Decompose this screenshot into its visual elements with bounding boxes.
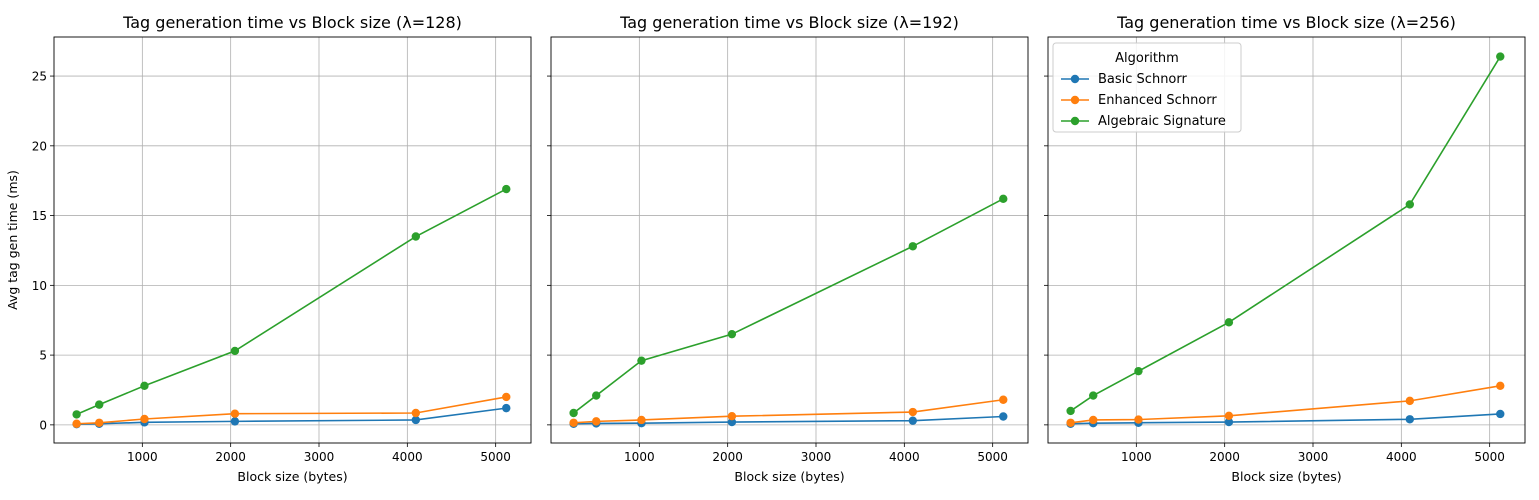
- legend-box: [1052, 42, 1242, 133]
- panel-2-point-enhanced-schnorr: [727, 412, 737, 421]
- panel-1-point-algebraic-signature: [411, 232, 421, 241]
- panel-2-point-enhanced-schnorr: [908, 407, 918, 417]
- panel-3-point-algebraic-signature: [1089, 391, 1098, 400]
- panel-3-x-tick-label: 4000: [1386, 450, 1417, 464]
- panel-3-point-algebraic-signature: [1066, 406, 1075, 416]
- panel-3-point-enhanced-schnorr: [1496, 381, 1505, 390]
- legend-title: Algorithm: [1115, 51, 1179, 66]
- panel-1-point-basic-schnorr: [502, 403, 511, 413]
- panel-2-point-algebraic-signature: [592, 391, 601, 400]
- panel-2-title: Tag generation time vs Block size (λ=192…: [619, 13, 959, 32]
- panel-2-point-algebraic-signature: [637, 356, 646, 365]
- panel-3: Tag generation time vs Block size (λ=256…: [1044, 13, 1526, 484]
- panel-1-point-algebraic-signature: [95, 400, 104, 409]
- panel-3-x-axis-label: Block size (bytes): [1231, 469, 1341, 484]
- panel-1-x-tick-label: 1000: [127, 450, 158, 464]
- panel-2-series-line-algebraic-signature: [573, 198, 1004, 414]
- panel-1-point-enhanced-schnorr: [140, 414, 149, 424]
- panel-1-y-tick-label: 25: [32, 70, 47, 84]
- panel-1-y-tick-label: 15: [32, 209, 47, 223]
- panel-2-x-tick-label: 2000: [712, 450, 743, 464]
- panel-3-point-enhanced-schnorr: [1405, 396, 1415, 406]
- panel-3-point-algebraic-signature: [1134, 366, 1143, 376]
- panel-3-title: Tag generation time vs Block size (λ=256…: [1116, 13, 1456, 32]
- panel-3-x-tick-label: 3000: [1298, 450, 1329, 464]
- panel-2-axes-frame: [550, 36, 1029, 444]
- panel-2-point-basic-schnorr: [908, 416, 918, 425]
- panel-3-point-enhanced-schnorr: [1134, 415, 1143, 424]
- panel-1-point-enhanced-schnorr: [95, 418, 104, 427]
- panel-2: Tag generation time vs Block size (λ=192…: [547, 13, 1029, 484]
- panel-1-point-enhanced-schnorr: [72, 419, 81, 428]
- panel-1-y-tick-label: 10: [32, 279, 47, 293]
- panel-3-point-enhanced-schnorr: [1089, 415, 1098, 425]
- panel-1-point-algebraic-signature: [72, 410, 81, 419]
- panel-2-x-tick-label: 1000: [624, 450, 655, 464]
- panel-2-point-algebraic-signature: [569, 408, 578, 418]
- legend-marker-algebraic-signature: [1070, 116, 1080, 126]
- legend: Algorithm Basic Schnorr Enhanced Schnorr Al…: [1052, 42, 1242, 133]
- panel-1-point-basic-schnorr: [230, 417, 240, 426]
- panel-2-point-basic-schnorr: [999, 412, 1008, 421]
- panel-1-point-algebraic-signature: [140, 381, 149, 390]
- panel-3-x-tick-label: 5000: [1474, 450, 1505, 464]
- panel-1-point-enhanced-schnorr: [411, 408, 421, 418]
- panel-3-point-basic-schnorr: [1496, 409, 1505, 419]
- panel-2-point-enhanced-schnorr: [569, 418, 578, 427]
- panel-1-x-tick-label: 2000: [215, 450, 246, 464]
- panel-2-point-algebraic-signature: [727, 329, 737, 339]
- panel-3-x-tick-label: 2000: [1209, 450, 1240, 464]
- panel-1-point-basic-schnorr: [411, 415, 421, 425]
- panel-3-series-line-algebraic-signature: [1070, 56, 1501, 412]
- panel-3-point-enhanced-schnorr: [1224, 411, 1234, 420]
- legend-marker-basic-schnorr: [1070, 74, 1080, 84]
- panel-3-point-enhanced-schnorr: [1066, 418, 1075, 427]
- panel-2-x-tick-label: 4000: [889, 450, 920, 464]
- panel-2-x-tick-label: 5000: [977, 450, 1008, 464]
- panel-1-y-tick-label: 20: [32, 139, 47, 153]
- panel-2-x-tick-label: 3000: [801, 450, 832, 464]
- panel-2-point-basic-schnorr: [727, 417, 737, 427]
- panel-3-x-tick-label: 1000: [1121, 450, 1152, 464]
- panel-3-point-algebraic-signature: [1496, 52, 1505, 61]
- panel-2-point-enhanced-schnorr: [592, 417, 601, 426]
- panel-1-x-tick-label: 3000: [304, 450, 335, 464]
- panel-3-point-basic-schnorr: [1224, 417, 1234, 427]
- panel-1-point-enhanced-schnorr: [502, 392, 511, 402]
- panel-1-point-algebraic-signature: [502, 184, 511, 194]
- panel-1-axes-frame: [53, 36, 532, 444]
- panel-2-point-algebraic-signature: [999, 194, 1008, 204]
- panel-1-point-enhanced-schnorr: [230, 409, 240, 418]
- legend-marker-enhanced-schnorr: [1070, 95, 1080, 105]
- legend-label-basic-schnorr: Basic Schnorr: [1098, 72, 1187, 87]
- panel-1-title: Tag generation time vs Block size (λ=128…: [122, 13, 462, 32]
- panel-1-x-axis-label: Block size (bytes): [237, 469, 347, 484]
- panel-3-point-basic-schnorr: [1405, 415, 1415, 424]
- panel-1-x-tick-label: 4000: [392, 450, 423, 464]
- panel-2-point-enhanced-schnorr: [637, 415, 646, 425]
- legend-label-algebraic-signature: Algebraic Signature: [1098, 114, 1226, 129]
- panel-2-point-enhanced-schnorr: [999, 395, 1008, 404]
- legend-label-enhanced-schnorr: Enhanced Schnorr: [1098, 93, 1217, 108]
- panel-2-point-algebraic-signature: [908, 242, 918, 251]
- panel-3-point-algebraic-signature: [1405, 200, 1415, 209]
- panel-3-axes-frame: [1047, 36, 1526, 444]
- panel-2-x-axis-label: Block size (bytes): [734, 469, 844, 484]
- panel-1-y-tick-label: 5: [39, 349, 47, 363]
- panel-1: Tag generation time vs Block size (λ=128…: [5, 13, 532, 484]
- panel-3-point-algebraic-signature: [1224, 318, 1234, 327]
- panel-1-point-algebraic-signature: [230, 346, 240, 356]
- panel-1-y-tick-label: 0: [39, 418, 47, 432]
- panel-1-y-axis-label: Avg tag gen time (ms): [5, 170, 20, 310]
- panel-1-x-tick-label: 5000: [480, 450, 511, 464]
